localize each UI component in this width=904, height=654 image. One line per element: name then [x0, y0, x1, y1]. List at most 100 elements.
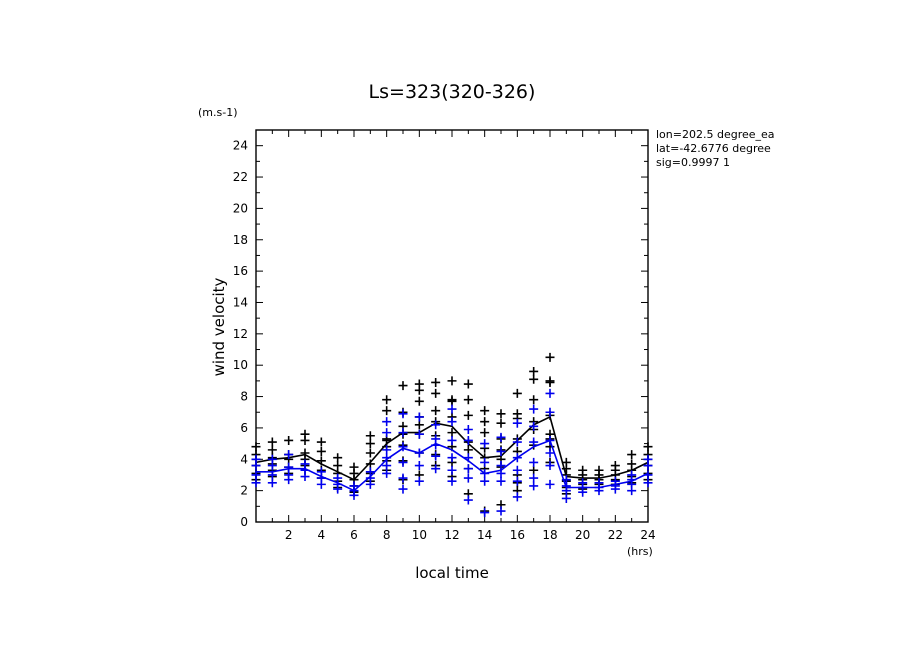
black-data-point [463, 379, 473, 389]
y-tick-label: 18 [233, 233, 248, 247]
y-tick-label: 10 [233, 358, 248, 372]
blue-data-point [267, 478, 277, 488]
blue-data-point [333, 484, 343, 494]
blue-data-point [463, 473, 473, 483]
blue-data-point [529, 437, 539, 447]
y-tick-label: 20 [233, 201, 248, 215]
blue-data-point [578, 487, 588, 497]
blue-data-point [284, 450, 294, 460]
blue-data-point [463, 453, 473, 463]
blue-data-point [496, 446, 506, 456]
x-tick-label: 8 [383, 528, 391, 542]
blue-data-point [480, 476, 490, 486]
black-data-point [447, 376, 457, 386]
blue-data-point [463, 464, 473, 474]
blue-data-point [529, 404, 539, 414]
black-data-point [480, 417, 490, 427]
blue-data-point [496, 468, 506, 478]
black-data-point [480, 406, 490, 416]
blue-data-point [447, 417, 457, 427]
blue-data-point [267, 461, 277, 471]
blue-data-point [414, 429, 424, 439]
black-data-point [333, 453, 343, 463]
y-axis-title: wind velocity [210, 277, 228, 376]
blue-data-point [480, 468, 490, 478]
blue-data-point [545, 479, 555, 489]
black-data-point [463, 445, 473, 455]
y-tick-label: 12 [233, 327, 248, 341]
black-data-point [365, 431, 375, 441]
blue-data-point [447, 435, 457, 445]
blue-data-point [251, 470, 261, 480]
blue-data-point [398, 442, 408, 452]
black-data-point [480, 428, 490, 438]
black-data-point [496, 409, 506, 419]
blue-data-point [496, 476, 506, 486]
blue-data-point [365, 479, 375, 489]
blue-data-point [316, 479, 326, 489]
black-data-point [529, 374, 539, 384]
x-tick-label: 4 [318, 528, 326, 542]
blue-data-point [398, 409, 408, 419]
y-tick-label: 16 [233, 264, 248, 278]
blue-data-point [398, 473, 408, 483]
black-data-point [447, 428, 457, 438]
y-tick-label: 24 [233, 139, 248, 153]
blue-data-point [496, 506, 506, 516]
annotation-lat: lat=-42.6776 degree [656, 142, 771, 155]
black-data-point [316, 437, 326, 447]
y-tick-label: 8 [240, 390, 248, 404]
blue-data-point [480, 508, 490, 518]
annotation-sig: sig=0.9997 1 [656, 156, 730, 169]
blue-data-point [463, 435, 473, 445]
blue-data-point [398, 484, 408, 494]
black-data-point [398, 381, 408, 391]
x-tick-label: 10 [412, 528, 427, 542]
y-tick-label: 6 [240, 421, 248, 435]
blue-data-point [496, 432, 506, 442]
blue-data-point [512, 453, 522, 463]
black-data-point [627, 450, 637, 460]
blue-data-point [414, 448, 424, 458]
black-data-point [267, 445, 277, 455]
blue-data-point [512, 476, 522, 486]
blue-data-point [545, 448, 555, 458]
x-tick-label: 2 [285, 528, 293, 542]
black-data-point [529, 366, 539, 376]
black-data-point [463, 395, 473, 405]
black-data-point [545, 352, 555, 362]
x-axis-title: local time [415, 564, 489, 582]
blue-data-point [382, 445, 392, 455]
blue-data-point [545, 435, 555, 445]
x-tick-label: 14 [477, 528, 492, 542]
blue-data-point [398, 428, 408, 438]
black-data-point [496, 418, 506, 428]
black-data-point [284, 435, 294, 445]
chart-title: Ls=323(320-326) [369, 81, 536, 103]
blue-data-point [431, 464, 441, 474]
blue-data-point [284, 475, 294, 485]
black-data-point [316, 456, 326, 466]
blue-data-point [529, 481, 539, 491]
blue-data-point [431, 451, 441, 461]
blue-data-point [545, 388, 555, 398]
x-tick-label: 12 [444, 528, 459, 542]
blue-data-point [610, 484, 620, 494]
blue-data-point [414, 412, 424, 422]
black-data-point [447, 396, 457, 406]
black-data-point [251, 442, 261, 452]
blue-data-point [414, 461, 424, 471]
y-unit-label: (m.s-1) [198, 106, 238, 119]
black-data-point [300, 435, 310, 445]
blue-data-point [284, 462, 294, 472]
blue-data-point [512, 492, 522, 502]
black-data-point [414, 396, 424, 406]
blue-data-point [382, 417, 392, 427]
black-data-point [414, 385, 424, 395]
blue-data-point [512, 418, 522, 428]
blue-data-point [643, 478, 653, 488]
blue-data-point [480, 457, 490, 467]
blue-data-point [480, 439, 490, 449]
